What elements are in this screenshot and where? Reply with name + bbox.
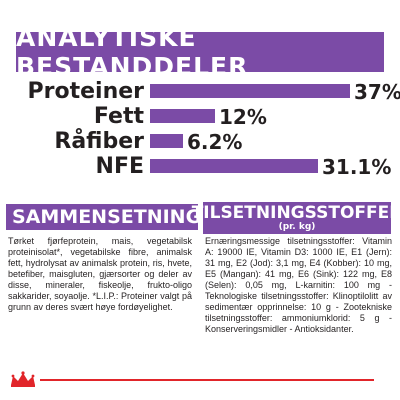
constituent-row-protein: Proteiner 37% [0, 79, 400, 105]
additives-subtitle: (pr. kg) [278, 222, 316, 232]
constituent-bar [150, 159, 318, 173]
composition-title: SAMMENSETNING [12, 206, 202, 228]
constituent-value: 12% [219, 105, 267, 129]
composition-heading: SAMMENSETNING [6, 204, 202, 230]
constituent-label: Proteiner [27, 79, 145, 104]
constituent-value: 6.2% [187, 130, 243, 154]
constituent-value: 37% [354, 80, 400, 104]
constituents-list: Proteiner 37% Fett 12% Råfiber 6.2% NFE … [0, 78, 400, 180]
composition-text: Tørket fjørfeprotein, mais, vegetabilsk … [8, 236, 192, 312]
constituent-label: Råfiber [54, 129, 144, 154]
constituent-bar [150, 134, 183, 148]
crown-logo-icon [11, 371, 35, 387]
analysis-banner: ANALYTISKE BESTANDDELER [16, 23, 384, 81]
constituent-label: NFE [95, 154, 144, 179]
constituent-bar [150, 84, 350, 98]
constituent-label: Fett [93, 104, 144, 129]
constituent-bar [150, 109, 215, 123]
analysis-title: ANALYTISKE BESTANDDELER [16, 23, 249, 81]
constituent-row-fat: Fett 12% [0, 104, 400, 130]
additives-text: Ernæringsmessige tilsetningsstoffer: Vit… [205, 236, 392, 334]
footer-line [40, 379, 374, 381]
constituent-value: 31.1% [322, 155, 392, 179]
additives-heading: TILSETNINGSSTOFFER (pr. kg) [192, 202, 400, 234]
constituent-row-nfe: NFE 31.1% [0, 154, 400, 180]
constituent-row-fiber: Råfiber 6.2% [0, 129, 400, 155]
additives-title: TILSETNINGSSTOFFER [191, 203, 400, 223]
